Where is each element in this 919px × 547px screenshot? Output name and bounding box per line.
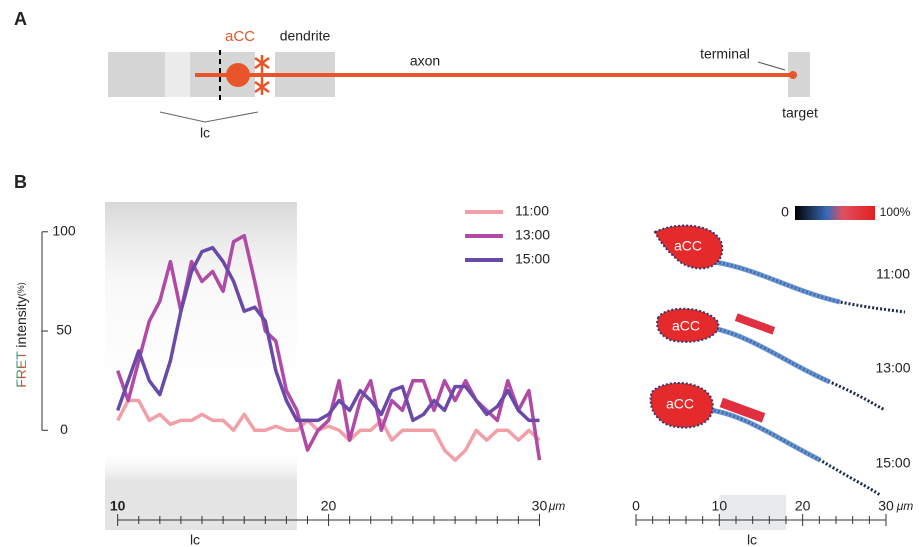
legend-label: 13:00 bbox=[515, 227, 550, 243]
x-tick-label: 10 bbox=[110, 498, 126, 514]
time-label: 15:00 bbox=[875, 455, 910, 471]
time-label: 13:00 bbox=[875, 360, 910, 376]
x-unit: μm bbox=[548, 499, 566, 513]
legend-label: 11:00 bbox=[515, 203, 549, 219]
panel-label: A bbox=[14, 9, 27, 29]
lc-label: lc bbox=[747, 532, 757, 547]
cell-label: aCC bbox=[674, 238, 702, 254]
x-tick-label: 0 bbox=[632, 498, 640, 514]
series-line bbox=[116, 245, 540, 423]
panel-label: B bbox=[14, 172, 27, 192]
lc-label: lc bbox=[200, 125, 210, 141]
cell-images bbox=[649, 206, 906, 497]
legend-label: 15:00 bbox=[515, 251, 550, 267]
axon-label: axon bbox=[410, 53, 440, 69]
x-tick-label: 10 bbox=[712, 498, 728, 514]
x-tick-label: 20 bbox=[795, 498, 811, 514]
dendrite-label: dendrite bbox=[280, 28, 331, 44]
terminal-label: terminal bbox=[700, 46, 750, 62]
lc-label: lc bbox=[190, 532, 200, 547]
x-unit: μm bbox=[896, 499, 914, 513]
schematic bbox=[108, 50, 810, 123]
series-line bbox=[116, 398, 541, 462]
lc-region bbox=[719, 495, 786, 530]
image-axis: 0 10 20 30 μm lc bbox=[632, 495, 913, 547]
cell-label: aCC bbox=[672, 318, 700, 334]
line-chart: lc 0 50 100 10 20 30 μm 11:00 13:00 15:00 bbox=[41, 202, 566, 547]
y-label-unit: (%) bbox=[16, 282, 26, 296]
y-tick-label: 100 bbox=[52, 222, 76, 238]
colorbar-min: 0 bbox=[781, 204, 789, 220]
y-label-text: intensity bbox=[13, 296, 29, 347]
x-tick-label: 20 bbox=[321, 498, 337, 514]
time-label: 11:00 bbox=[876, 266, 910, 282]
y-label-fret: FRET bbox=[13, 351, 29, 388]
colorbar-max: 100% bbox=[880, 205, 911, 219]
target-label: target bbox=[782, 105, 818, 121]
x-tick-label: 30 bbox=[878, 498, 894, 514]
y-tick-label: 0 bbox=[60, 421, 68, 437]
y-axis-label: FRET intensity(%) bbox=[13, 282, 29, 388]
cell-label: aCC bbox=[225, 28, 255, 45]
cell-label: aCC bbox=[666, 396, 694, 412]
y-tick-label: 50 bbox=[56, 322, 72, 338]
x-tick-label: 30 bbox=[532, 498, 548, 514]
